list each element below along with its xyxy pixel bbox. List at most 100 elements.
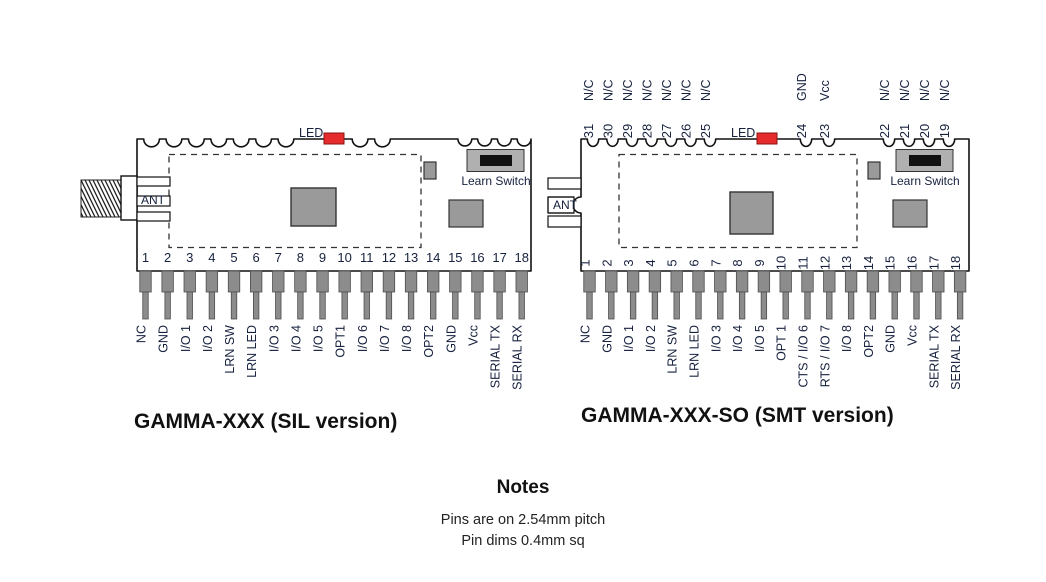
svg-text:3: 3 xyxy=(186,250,193,265)
svg-text:9: 9 xyxy=(319,250,326,265)
svg-text:16: 16 xyxy=(905,256,920,270)
svg-text:13: 13 xyxy=(404,250,418,265)
svg-text:I/O 1: I/O 1 xyxy=(179,325,193,352)
svg-text:ANT: ANT xyxy=(141,193,166,207)
svg-text:18: 18 xyxy=(948,256,963,270)
svg-text:13: 13 xyxy=(839,256,854,270)
svg-text:Notes: Notes xyxy=(497,477,550,498)
svg-text:N/C: N/C xyxy=(602,79,616,101)
svg-text:Pins are on 2.54mm pitch: Pins are on 2.54mm pitch xyxy=(441,512,605,528)
svg-text:I/O 8: I/O 8 xyxy=(840,325,854,352)
svg-text:GAMMA-XXX (SIL version): GAMMA-XXX (SIL version) xyxy=(134,410,397,433)
svg-text:RTS / I/O 7: RTS / I/O 7 xyxy=(818,325,832,387)
svg-text:Pin dims 0.4mm sq: Pin dims 0.4mm sq xyxy=(461,533,584,549)
svg-text:12: 12 xyxy=(817,256,832,270)
svg-text:29: 29 xyxy=(620,124,635,138)
svg-text:3: 3 xyxy=(621,259,636,266)
svg-text:Vcc: Vcc xyxy=(906,325,920,346)
svg-text:LRN LED: LRN LED xyxy=(245,325,259,378)
svg-text:SERIAL TX: SERIAL TX xyxy=(927,324,941,388)
svg-text:2: 2 xyxy=(599,259,614,266)
svg-text:31: 31 xyxy=(581,124,596,138)
svg-text:11: 11 xyxy=(360,250,374,265)
svg-text:11: 11 xyxy=(796,256,811,270)
svg-text:19: 19 xyxy=(937,124,952,138)
svg-text:15: 15 xyxy=(448,250,462,265)
svg-text:LRN LED: LRN LED xyxy=(688,325,702,378)
svg-text:ANT: ANT xyxy=(553,198,578,212)
svg-text:5: 5 xyxy=(230,250,237,265)
svg-text:16: 16 xyxy=(470,250,484,265)
svg-text:N/C: N/C xyxy=(878,79,892,101)
svg-text:GND: GND xyxy=(600,325,614,353)
svg-text:SERIAL TX: SERIAL TX xyxy=(489,324,503,388)
svg-text:1: 1 xyxy=(142,250,149,265)
svg-text:I/O 2: I/O 2 xyxy=(201,325,215,352)
svg-text:14: 14 xyxy=(861,256,876,270)
svg-text:6: 6 xyxy=(253,250,260,265)
svg-text:LED: LED xyxy=(731,126,755,140)
svg-text:GND: GND xyxy=(884,325,898,353)
svg-text:2: 2 xyxy=(164,250,171,265)
svg-text:23: 23 xyxy=(817,124,832,138)
svg-text:1: 1 xyxy=(578,259,593,266)
svg-text:I/O 3: I/O 3 xyxy=(709,325,723,352)
svg-text:SERIAL RX: SERIAL RX xyxy=(511,324,525,390)
svg-text:15: 15 xyxy=(883,256,898,270)
svg-text:27: 27 xyxy=(659,124,674,138)
svg-text:Learn Switch: Learn Switch xyxy=(890,174,959,188)
svg-text:SERIAL RX: SERIAL RX xyxy=(949,324,963,390)
svg-text:4: 4 xyxy=(208,250,215,265)
svg-text:N/C: N/C xyxy=(660,79,674,101)
svg-text:4: 4 xyxy=(643,259,658,266)
svg-text:CTS / I/O 6: CTS / I/O 6 xyxy=(797,325,811,388)
svg-text:N/C: N/C xyxy=(898,79,912,101)
svg-text:28: 28 xyxy=(640,124,655,138)
svg-text:NC: NC xyxy=(135,325,149,343)
svg-text:Vcc: Vcc xyxy=(818,80,832,101)
svg-text:I/O 4: I/O 4 xyxy=(731,325,745,352)
svg-text:N/C: N/C xyxy=(621,79,635,101)
svg-text:LRN SW: LRN SW xyxy=(666,325,680,374)
svg-text:N/C: N/C xyxy=(938,79,952,101)
svg-text:10: 10 xyxy=(774,256,789,270)
svg-text:I/O 8: I/O 8 xyxy=(400,325,414,352)
svg-text:N/C: N/C xyxy=(641,79,655,101)
svg-text:N/C: N/C xyxy=(699,79,713,101)
svg-text:8: 8 xyxy=(297,250,304,265)
svg-text:Learn Switch: Learn Switch xyxy=(461,174,530,188)
svg-text:GND: GND xyxy=(444,325,458,353)
svg-text:9: 9 xyxy=(752,259,767,266)
svg-text:7: 7 xyxy=(708,259,723,266)
svg-text:N/C: N/C xyxy=(582,79,596,101)
svg-text:30: 30 xyxy=(601,124,616,138)
svg-text:OPT2: OPT2 xyxy=(862,325,876,358)
svg-text:7: 7 xyxy=(275,250,282,265)
svg-text:10: 10 xyxy=(337,250,351,265)
svg-text:GND: GND xyxy=(157,325,171,353)
svg-text:N/C: N/C xyxy=(680,79,694,101)
svg-text:OPT2: OPT2 xyxy=(422,325,436,358)
svg-text:I/O 5: I/O 5 xyxy=(753,325,767,352)
svg-text:20: 20 xyxy=(917,124,932,138)
svg-text:I/O 4: I/O 4 xyxy=(289,325,303,352)
svg-text:18: 18 xyxy=(514,250,528,265)
svg-text:N/C: N/C xyxy=(918,79,932,101)
svg-text:OPT 1: OPT 1 xyxy=(775,325,789,361)
svg-text:I/O 1: I/O 1 xyxy=(622,325,636,352)
svg-text:25: 25 xyxy=(698,124,713,138)
svg-text:NC: NC xyxy=(579,325,593,343)
svg-text:17: 17 xyxy=(926,256,941,270)
svg-text:5: 5 xyxy=(665,259,680,266)
svg-text:I/O 3: I/O 3 xyxy=(267,325,281,352)
svg-text:LRN SW: LRN SW xyxy=(223,325,237,374)
svg-text:21: 21 xyxy=(897,124,912,138)
svg-text:8: 8 xyxy=(730,259,745,266)
svg-text:I/O 6: I/O 6 xyxy=(356,325,370,352)
svg-text:I/O 5: I/O 5 xyxy=(312,325,326,352)
svg-text:14: 14 xyxy=(426,250,440,265)
svg-text:GAMMA-XXX-SO (SMT version): GAMMA-XXX-SO (SMT version) xyxy=(581,404,894,427)
svg-text:24: 24 xyxy=(794,124,809,138)
svg-text:OPT1: OPT1 xyxy=(334,325,348,358)
svg-text:12: 12 xyxy=(382,250,396,265)
